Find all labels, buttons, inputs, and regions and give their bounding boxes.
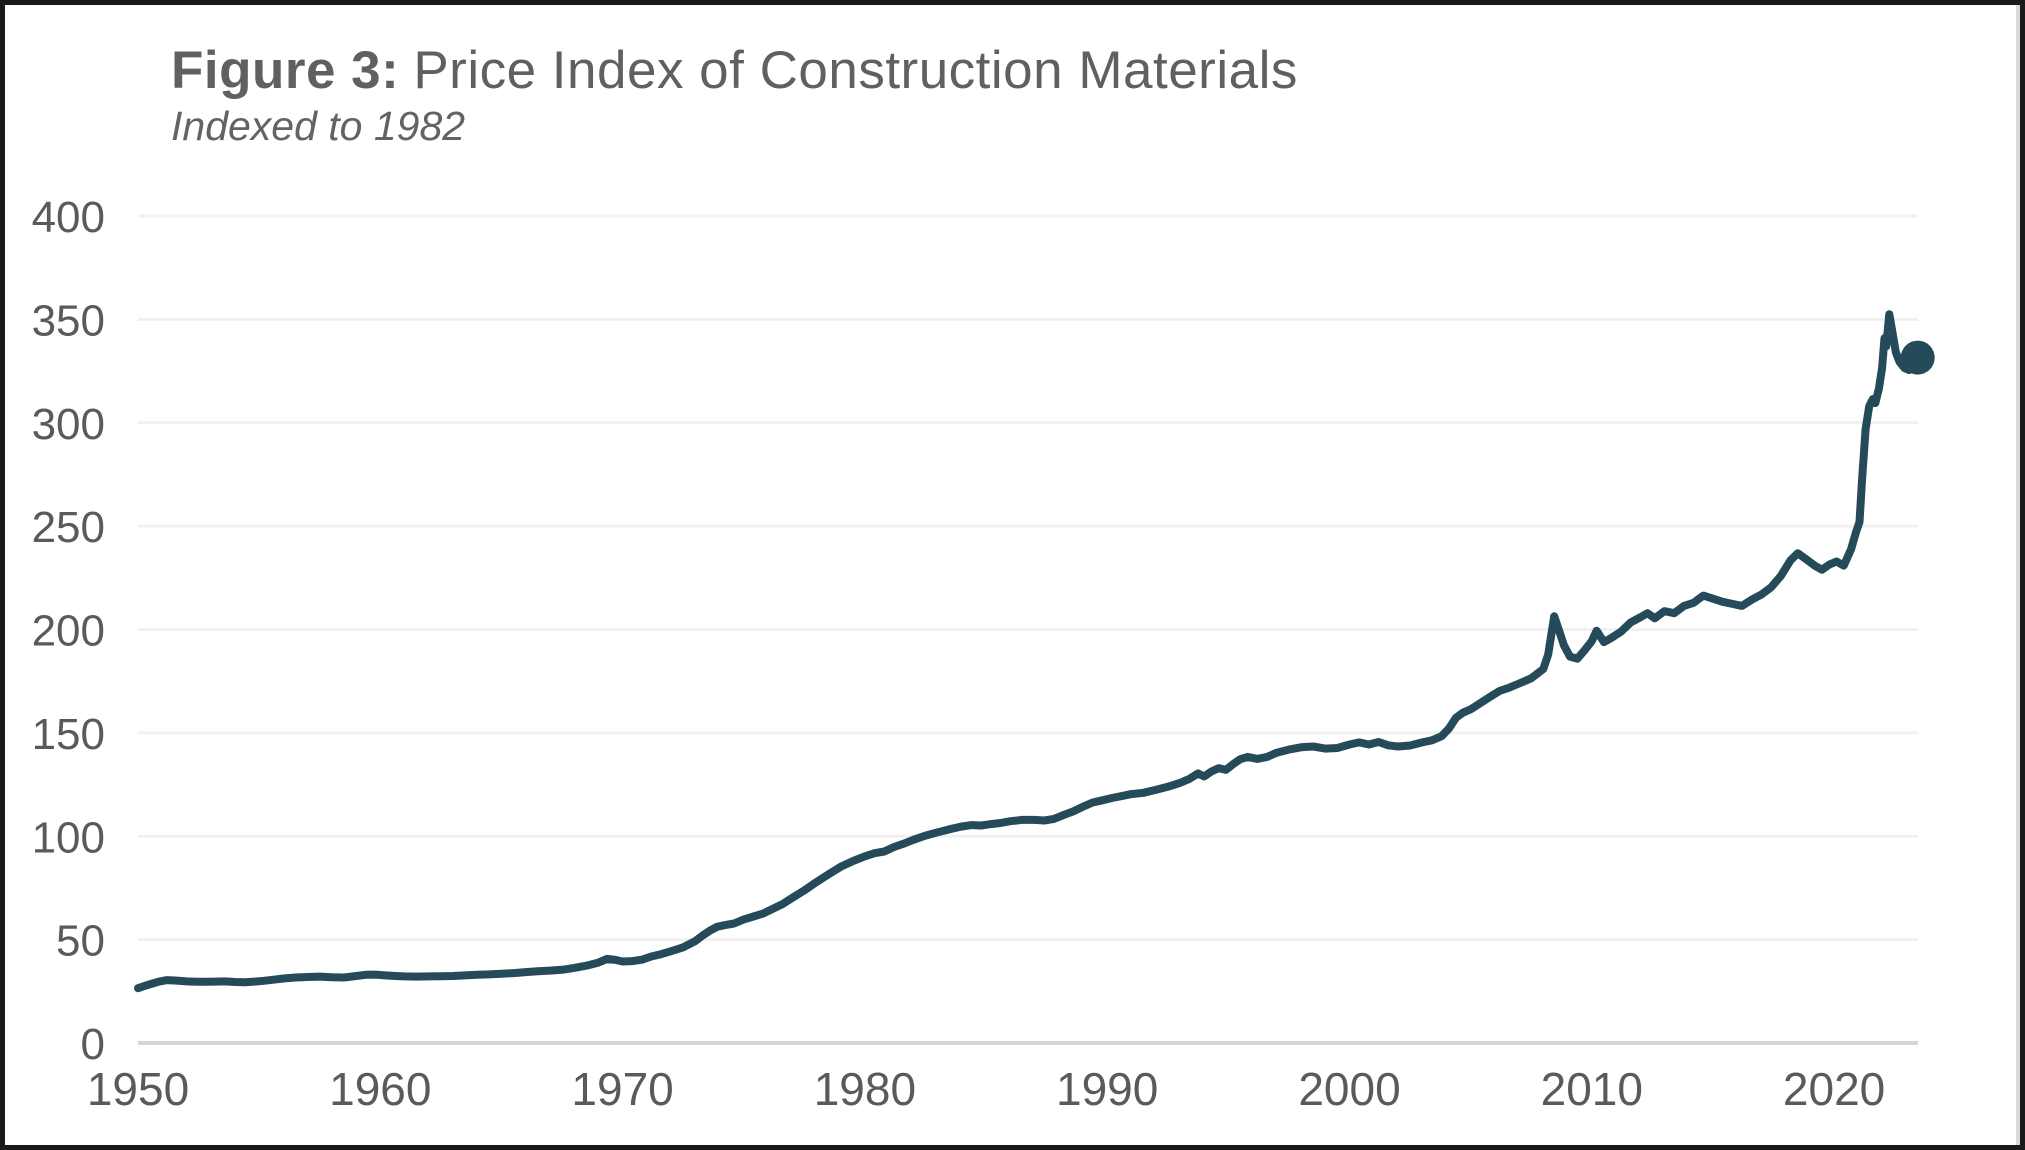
chart-header: Figure 3: Price Index of Construction Mat… — [171, 41, 1298, 149]
figure-title: Figure 3: Price Index of Construction Mat… — [171, 41, 1298, 100]
latest-value-dot — [1900, 340, 1935, 375]
y-tick-label: 0 — [81, 1020, 105, 1069]
figure-number-label: Figure 3: — [171, 41, 400, 100]
price-index-line-chart: 0 50 100 150 200 250 300 350 400 1950 1960 1970 198… — [32, 193, 1935, 1115]
y-tick-label: 400 — [32, 193, 105, 242]
y-tick-label: 200 — [32, 607, 105, 656]
x-tick-label: 1990 — [1056, 1063, 1158, 1115]
y-tick-label: 50 — [56, 917, 105, 966]
x-tick-label: 1980 — [814, 1063, 916, 1115]
x-tick-label: 2020 — [1783, 1063, 1885, 1115]
y-tick-label: 100 — [32, 813, 105, 862]
x-tick-label: 1970 — [571, 1063, 673, 1115]
y-tick-label: 250 — [32, 503, 105, 552]
figure-title-text: Price Index of Construction Materials — [413, 41, 1298, 100]
y-tick-label: 350 — [32, 296, 105, 345]
x-tick-label: 1950 — [87, 1063, 189, 1115]
y-tick-label: 150 — [32, 710, 105, 759]
x-tick-label: 1960 — [329, 1063, 431, 1115]
x-axis-labels: 1950 1960 1970 1980 1990 2000 2010 2020 — [87, 1063, 1885, 1115]
y-tick-label: 300 — [32, 400, 105, 449]
y-axis-labels: 0 50 100 150 200 250 300 350 400 — [32, 193, 105, 1069]
price-index-line — [134, 310, 1922, 993]
gridlines — [138, 214, 1918, 1045]
x-tick-label: 2010 — [1541, 1063, 1643, 1115]
figure-subtitle: Indexed to 1982 — [171, 103, 466, 150]
x-tick-label: 2000 — [1298, 1063, 1400, 1115]
